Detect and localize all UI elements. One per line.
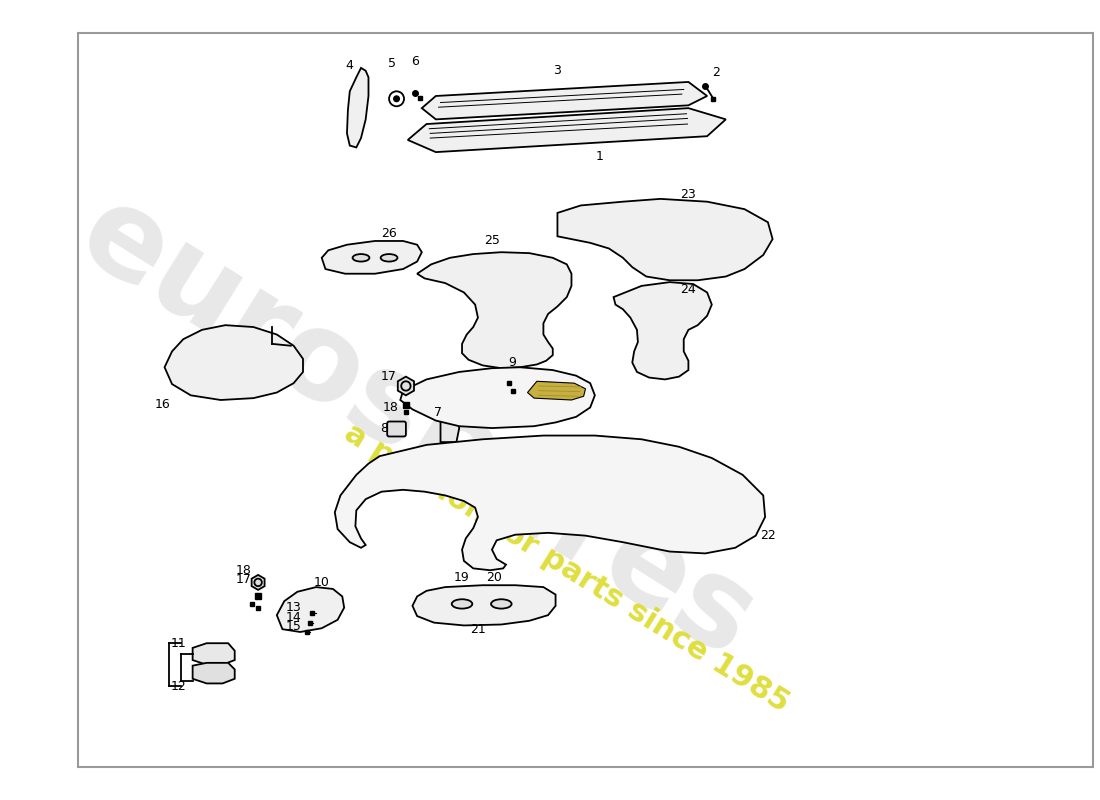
- Text: 4: 4: [345, 58, 354, 72]
- FancyBboxPatch shape: [387, 422, 406, 437]
- Text: 17: 17: [236, 573, 252, 586]
- Text: 12: 12: [170, 680, 187, 693]
- Polygon shape: [192, 643, 234, 665]
- Text: 1: 1: [595, 150, 604, 163]
- Polygon shape: [558, 199, 772, 280]
- Text: 21: 21: [470, 622, 486, 636]
- Circle shape: [394, 96, 399, 102]
- Text: 5: 5: [388, 57, 396, 70]
- Polygon shape: [346, 68, 368, 147]
- Ellipse shape: [381, 254, 397, 262]
- Ellipse shape: [452, 599, 472, 609]
- Text: 11: 11: [170, 637, 187, 650]
- Text: 18: 18: [236, 564, 252, 577]
- Text: 19: 19: [454, 571, 470, 584]
- Polygon shape: [421, 82, 707, 119]
- Text: 17: 17: [381, 370, 397, 383]
- Text: 20: 20: [486, 571, 502, 584]
- Ellipse shape: [353, 254, 370, 262]
- Text: eurospares: eurospares: [58, 174, 775, 682]
- Text: 25: 25: [484, 234, 499, 247]
- Text: a passion for parts since 1985: a passion for parts since 1985: [339, 418, 794, 718]
- Text: 8: 8: [381, 422, 388, 434]
- Text: 3: 3: [553, 64, 561, 78]
- Text: 22: 22: [760, 529, 775, 542]
- Polygon shape: [417, 252, 572, 368]
- Text: 9: 9: [508, 356, 517, 369]
- Polygon shape: [472, 374, 499, 416]
- Text: 6: 6: [411, 55, 419, 68]
- Polygon shape: [614, 282, 712, 379]
- Polygon shape: [277, 587, 344, 632]
- Polygon shape: [334, 435, 766, 570]
- Polygon shape: [321, 241, 421, 274]
- Text: 10: 10: [314, 576, 330, 589]
- Text: 15: 15: [286, 620, 301, 633]
- Text: 24: 24: [681, 283, 696, 296]
- Text: 26: 26: [382, 227, 397, 240]
- Polygon shape: [528, 382, 585, 400]
- Polygon shape: [412, 586, 556, 626]
- Text: 18: 18: [383, 401, 399, 414]
- Text: 16: 16: [155, 398, 170, 411]
- Text: 13: 13: [286, 601, 301, 614]
- Ellipse shape: [491, 599, 512, 609]
- Polygon shape: [192, 663, 234, 683]
- Text: 14: 14: [286, 610, 301, 623]
- Polygon shape: [165, 325, 302, 400]
- Polygon shape: [400, 367, 595, 428]
- Polygon shape: [440, 414, 459, 442]
- Text: 2: 2: [713, 66, 721, 79]
- Text: 7: 7: [433, 406, 442, 418]
- Text: 23: 23: [681, 188, 696, 201]
- Polygon shape: [408, 108, 726, 152]
